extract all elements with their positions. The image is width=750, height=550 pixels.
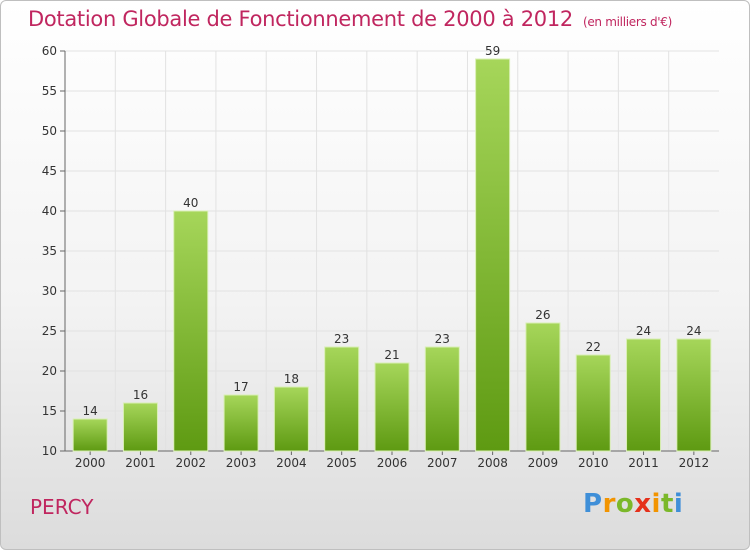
x-tick-label: 2012 <box>679 456 710 470</box>
proxiti-logo[interactable]: Proxiti <box>583 489 683 519</box>
value-label: 21 <box>384 348 399 362</box>
x-tick-label: 2004 <box>276 456 307 470</box>
x-tick-label: 2011 <box>628 456 659 470</box>
bar <box>475 58 511 452</box>
logo-letter: o <box>615 489 635 519</box>
bar <box>575 354 611 452</box>
y-tick-label: 55 <box>42 84 57 98</box>
bar <box>273 386 309 452</box>
x-tick-label: 2000 <box>75 456 106 470</box>
logo-letter: i <box>673 489 684 519</box>
y-tick-label: 10 <box>42 444 57 458</box>
value-label: 16 <box>133 388 148 402</box>
y-tick-label: 20 <box>42 364 57 378</box>
logo-letter: P <box>583 489 603 519</box>
value-label: 17 <box>233 380 248 394</box>
y-tick-label: 15 <box>42 404 57 418</box>
labels: 14 2000 16 2001 40 2002 17 2003 18 2004 23 2005 21 20… <box>75 44 709 470</box>
value-label: 40 <box>183 196 198 210</box>
chart-title: Dotation Globale de Fonctionnement de 20… <box>28 7 672 31</box>
x-tick-label: 2009 <box>528 456 559 470</box>
y-tick-label: 50 <box>42 124 57 138</box>
bar <box>324 346 360 452</box>
bars <box>72 58 712 452</box>
chart-title-text: Dotation Globale de Fonctionnement de 20… <box>28 7 573 31</box>
value-label: 22 <box>586 340 601 354</box>
y-tick-label: 45 <box>42 164 57 178</box>
bar <box>676 338 712 452</box>
value-label: 23 <box>334 332 349 346</box>
x-tick-label: 2001 <box>125 456 156 470</box>
y-tick-label: 30 <box>42 284 57 298</box>
x-tick-label: 2005 <box>326 456 357 470</box>
y-tick-label: 40 <box>42 204 57 218</box>
logo-letter: x <box>634 489 652 519</box>
y-tick-label: 35 <box>42 244 57 258</box>
x-tick-label: 2003 <box>226 456 257 470</box>
x-tick-label: 2006 <box>377 456 408 470</box>
bar <box>173 210 209 452</box>
logo-letter: t <box>660 489 674 519</box>
bar <box>374 362 410 452</box>
logo-letter: i <box>651 489 661 519</box>
x-tick-label: 2008 <box>477 456 508 470</box>
y-tick-label: 25 <box>42 324 57 338</box>
city-name: PERCY <box>30 495 94 519</box>
x-tick-label: 2010 <box>578 456 609 470</box>
x-tick-label: 2007 <box>427 456 458 470</box>
value-label: 23 <box>435 332 450 346</box>
bar <box>525 322 561 452</box>
bar <box>424 346 460 452</box>
value-label: 24 <box>636 324 651 338</box>
bar <box>626 338 662 452</box>
value-label: 24 <box>686 324 701 338</box>
y-tick-label: 60 <box>42 44 57 58</box>
bar <box>72 418 108 452</box>
logo-letter: r <box>602 489 616 519</box>
value-label: 26 <box>535 308 550 322</box>
value-label: 18 <box>284 372 299 386</box>
value-label: 14 <box>83 404 98 418</box>
x-tick-label: 2002 <box>175 456 206 470</box>
chart-subtitle: (en milliers d'€) <box>582 15 672 29</box>
value-label: 59 <box>485 44 500 58</box>
bar <box>122 402 158 452</box>
bar <box>223 394 259 452</box>
